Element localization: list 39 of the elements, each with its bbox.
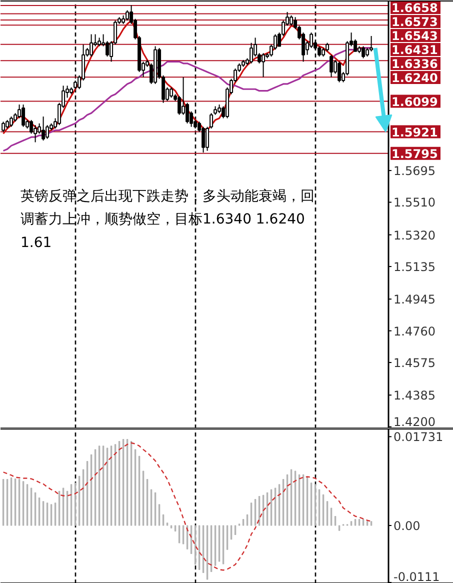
ref-line-label: 1.6573 [392,15,438,29]
candlestick [30,119,34,134]
y-tick-label: 1.4575 [394,356,436,370]
line-series [2,47,372,152]
y-tick-label: 1.5510 [394,196,436,210]
ref-line-label: 1.6431 [392,43,438,57]
candlestick [2,121,6,132]
ref-line-label: 1.6336 [392,57,438,71]
legend-label: 1.6543 [392,29,438,43]
candlestick [210,112,214,130]
candlestick [170,86,174,98]
y-tick-label: 1.5135 [394,260,436,274]
candlestick [362,46,366,59]
candlestick [338,61,342,83]
y-tick-label: 1.5695 [394,164,436,178]
ref-line-label: 1.6240 [392,71,438,85]
y-tick-label: 0.01731 [394,430,444,444]
candlestick [262,52,266,78]
ref-line-label: 1.5921 [392,125,438,140]
candlestick [22,104,26,128]
y-tick-label: 1.5320 [394,228,436,242]
candlestick [178,95,182,116]
ref-line-label: 1.5795 [392,146,438,161]
candlestick [290,14,294,26]
ref-line-label: 1.6099 [392,94,438,109]
candlestick [90,34,94,58]
candlestick [126,10,130,22]
y-tick-label: 1.4760 [394,324,436,338]
candlestick [206,126,210,152]
y-tick-label: 1.4945 [394,292,436,307]
candlestick [330,54,334,78]
candlestick [10,116,14,128]
candlestick [42,116,46,142]
y-tick-label: 0.00 [394,519,420,534]
y-tick-label: 1.4200 [394,415,436,429]
y-tick-label: 1.4385 [394,388,436,403]
y-tick-label: -0.0111 [394,570,440,583]
ref-line-label: 1.6658 [392,1,438,15]
candlestick [250,42,254,64]
